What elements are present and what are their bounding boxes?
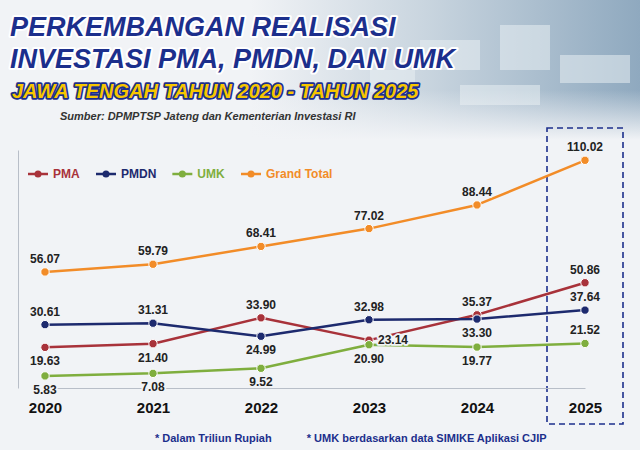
footnote: * UMK berdasarkan data SIMIKE Aplikasi C…	[307, 432, 547, 444]
building	[500, 25, 550, 70]
data-label: 88.44	[462, 185, 492, 199]
data-label: 7.08	[141, 380, 165, 394]
subtitle: JAWA TENGAH TAHUN 2020 - TAHUN 2025	[12, 80, 419, 102]
series-marker	[473, 315, 481, 323]
x-tick-label: 2023	[353, 399, 386, 416]
legend-swatch-marker	[35, 171, 42, 178]
legend-label: Grand Total	[266, 167, 332, 181]
background	[0, 0, 640, 450]
data-label: 20.90	[354, 352, 384, 366]
x-tick: 2020	[29, 399, 62, 416]
data-label: 56.07	[30, 252, 60, 266]
series-marker	[257, 242, 265, 250]
data-label: 21.52	[570, 323, 600, 337]
x-tick-label: 2022	[245, 399, 278, 416]
series-marker	[257, 364, 265, 372]
title-line: INVESTASI PMA, PMDN, DAN UMK	[10, 44, 458, 74]
legend-item: PMDN	[96, 167, 156, 181]
title: PERKEMBANGAN REALISASIINVESTASI PMA, PMD…	[10, 12, 458, 74]
data-label: 9.52	[249, 375, 273, 389]
series-marker	[581, 279, 589, 287]
series-marker	[149, 319, 157, 327]
legend-label: UMK	[197, 167, 225, 181]
data-label: 110.02	[567, 140, 603, 154]
x-tick: 2023	[353, 399, 386, 416]
x-axis: 2020 2021 2022 2023 2024 2025	[29, 389, 602, 416]
series-marker	[41, 343, 49, 351]
title-line: PERKEMBANGAN REALISASI	[10, 12, 396, 42]
series-marker	[41, 268, 49, 276]
data-label: 19.63	[30, 354, 60, 368]
x-tick-label: 2021	[137, 399, 170, 416]
data-label: 32.98	[354, 300, 384, 314]
legend-swatch-marker	[248, 171, 255, 178]
x-axis-line	[46, 388, 586, 389]
series-line	[45, 310, 585, 336]
legend-label: PMA	[53, 167, 80, 181]
data-label: 21.40	[138, 351, 168, 365]
x-tick: 2024	[461, 399, 495, 416]
data-label: 31.31	[138, 303, 168, 317]
series-marker	[365, 316, 373, 324]
legend-item: UMK	[172, 167, 225, 181]
series-marker	[581, 339, 589, 347]
x-tick: 2021	[137, 399, 170, 416]
data-label: 77.02	[354, 209, 384, 223]
legend-item: Grand Total	[241, 167, 332, 181]
data-labels: 56.07 30.61 19.63 5.83 59.79 31.31 21.40 7.08 68…	[30, 140, 603, 397]
x-tick-label: 2025	[569, 399, 602, 416]
data-label: 37.64	[570, 290, 600, 304]
x-tick-label: 2020	[29, 399, 62, 416]
series-marker	[41, 320, 49, 328]
building	[560, 55, 630, 83]
plot-marks	[41, 156, 589, 380]
footnote: * Dalam Triliun Rupiah	[155, 432, 272, 444]
series-line	[45, 283, 585, 348]
legend: PMA PMDN UMK Grand Total	[28, 167, 332, 181]
data-label: 23.14	[378, 333, 408, 347]
data-label: 50.86	[570, 263, 600, 277]
legend-label: PMDN	[121, 167, 156, 181]
y-axis-line	[18, 151, 19, 389]
x-tick-label: 2024	[461, 399, 495, 416]
series-marker	[149, 369, 157, 377]
data-label: 19.77	[462, 354, 492, 368]
chart-svg: PERKEMBANGAN REALISASIINVESTASI PMA, PMD…	[0, 0, 640, 450]
series-marker	[41, 372, 49, 380]
data-label: 24.99	[246, 343, 276, 357]
legend-swatch-marker	[103, 171, 110, 178]
source-note: Sumber: DPMPTSP Jateng dan Kementerian I…	[60, 110, 356, 122]
series-marker	[257, 314, 265, 322]
series-line	[45, 160, 585, 272]
series-marker	[365, 224, 373, 232]
x-tick: 2025	[569, 399, 602, 416]
series-marker	[257, 332, 265, 340]
series-marker	[581, 306, 589, 314]
data-label: 35.37	[462, 295, 492, 309]
series-marker	[473, 343, 481, 351]
y-axis	[18, 151, 19, 389]
series-marker	[473, 201, 481, 209]
legend-item: PMA	[28, 167, 80, 181]
data-label: 33.30	[462, 326, 492, 340]
legend-swatch-marker	[179, 171, 186, 178]
x-tick: 2022	[245, 399, 278, 416]
series-marker	[149, 260, 157, 268]
chart-root: PERKEMBANGAN REALISASIINVESTASI PMA, PMD…	[0, 0, 640, 450]
data-label: 59.79	[138, 244, 168, 258]
series-marker	[581, 156, 589, 164]
series-line	[45, 343, 585, 375]
data-label: 33.90	[246, 298, 276, 312]
data-label: 30.61	[30, 305, 60, 319]
data-label: 68.41	[246, 226, 276, 240]
series-marker	[149, 340, 157, 348]
data-label: 5.83	[33, 383, 57, 397]
series-marker	[365, 341, 373, 349]
